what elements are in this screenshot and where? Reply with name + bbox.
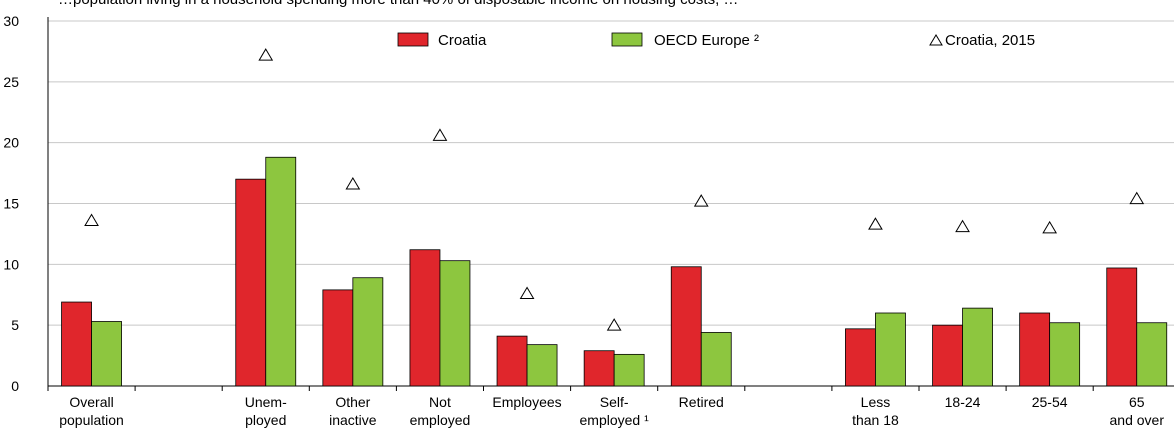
x-tick-label: Other (335, 394, 370, 410)
legend-marker-croatia-2015 (929, 34, 943, 46)
y-tick-label: 30 (3, 13, 19, 29)
bar-oecd-europe (700, 332, 732, 387)
y-tick-label: 10 (3, 256, 19, 272)
y-tick-label: 5 (11, 317, 19, 333)
bar-oecd-europe (526, 344, 558, 387)
bar-croatia (932, 324, 963, 387)
bar-oecd-europe (1049, 322, 1081, 387)
y-tick-label: 15 (3, 196, 19, 212)
marker-croatia-2015 (868, 217, 883, 230)
x-tick-label: Overall (69, 394, 113, 410)
marker-croatia-2015 (84, 213, 99, 227)
bar-croatia (322, 289, 354, 387)
marker-croatia-2015 (606, 318, 622, 331)
marker-croatia-2015 (258, 48, 274, 61)
legend-label-croatia: Croatia (438, 32, 487, 49)
x-tick-label: employed (410, 412, 471, 428)
x-tick-label: Retired (679, 394, 724, 410)
legend-swatch-croatia (397, 32, 429, 47)
bar-oecd-europe (91, 321, 122, 387)
legend-swatch-oecd-europe (611, 32, 643, 47)
x-tick-label: employed ¹ (580, 412, 650, 428)
legend-label-croatia-2015: Croatia, 2015 (945, 32, 1035, 49)
y-tick-label: 25 (3, 74, 19, 90)
bar-croatia (496, 335, 528, 387)
bar-oecd-europe (875, 312, 906, 387)
bar-oecd-europe (265, 156, 297, 387)
bar-oecd-europe (1136, 322, 1168, 387)
marker-croatia-2015 (432, 128, 448, 141)
bar-croatia (409, 249, 441, 387)
marker-croatia-2015 (345, 177, 361, 190)
bar-oecd-europe (613, 353, 645, 387)
marker-croatia-2015 (693, 194, 709, 207)
marker-croatia-2015 (1129, 191, 1145, 205)
x-tick-label: Unem- (245, 394, 287, 410)
marker-croatia-2015 (955, 219, 970, 233)
x-tick-label: Not (429, 394, 451, 410)
bar-croatia (61, 301, 92, 387)
x-tick-label: Employees (492, 394, 561, 410)
x-tick-label: 18-24 (945, 394, 981, 410)
x-tick-label: inactive (329, 412, 377, 428)
marker-croatia-2015 (519, 286, 535, 300)
y-tick-label: 0 (11, 378, 19, 394)
bar-croatia (1019, 312, 1051, 387)
x-tick-label: population (59, 412, 124, 428)
bar-croatia (670, 266, 702, 387)
bar-croatia (583, 350, 615, 387)
bar-croatia (845, 328, 876, 387)
y-tick-label: 20 (3, 135, 19, 151)
legend-label-oecd-europe: OECD Europe ² (654, 32, 759, 49)
x-tick-label: 25-54 (1032, 394, 1068, 410)
bar-oecd-europe (439, 260, 471, 387)
bar-croatia (235, 178, 267, 387)
x-tick-label: and over (1110, 412, 1165, 428)
bar-oecd-europe (962, 307, 993, 387)
x-tick-label: than 18 (852, 412, 899, 428)
marker-croatia-2015 (1042, 220, 1058, 234)
x-tick-label: Less (861, 394, 891, 410)
x-tick-label: ployed (245, 412, 286, 428)
chart-title-partial: …population living in a household spendi… (58, 0, 738, 8)
x-tick-label: Self- (600, 394, 629, 410)
bar-oecd-europe (352, 277, 384, 387)
x-tick-label: 65 (1129, 394, 1145, 410)
bar-croatia (1106, 267, 1138, 387)
